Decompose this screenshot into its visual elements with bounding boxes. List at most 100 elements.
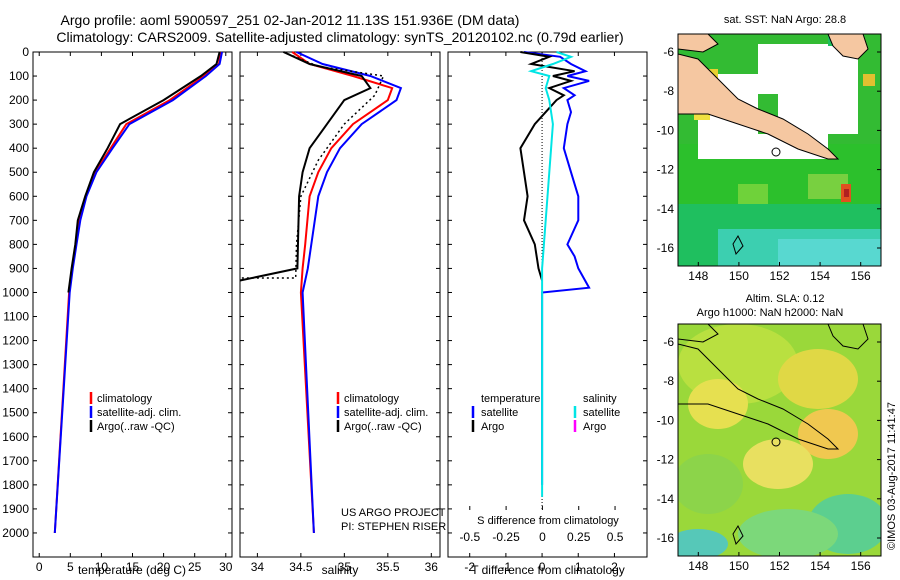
x-tick-label: 25: [188, 560, 202, 574]
x-tick-label: 10: [95, 560, 109, 574]
x-tick-label: 34.5: [289, 560, 313, 574]
legend-salinity-heading: salinity: [583, 393, 617, 405]
depth-tick-label: 1300: [2, 358, 29, 372]
map-lat-tick-label: -8: [663, 374, 674, 388]
x-tick-label: -2: [464, 560, 475, 574]
x-tick-label: -1: [501, 560, 512, 574]
legend-temp-argo-label: Argo: [481, 421, 504, 433]
s-tick-label: 0.25: [567, 530, 591, 544]
depth-tick-label: 1700: [2, 454, 29, 468]
salinity-legend: climatology satellite-adj. clim. Argo(..…: [336, 392, 428, 433]
salinity-xlabel: salinity: [322, 563, 359, 577]
map-lon-tick-label: 150: [729, 269, 749, 283]
map-lon-tick-label: 156: [851, 559, 871, 573]
legend-satellite-label: satellite-adj. clim.: [97, 407, 181, 419]
depth-tick-label: 0: [22, 45, 29, 59]
difference-plot-frame: [447, 51, 648, 558]
t-difference-label: T difference from climatology: [471, 563, 625, 577]
x-tick-label: 15: [126, 560, 140, 574]
depth-tick-label: 700: [9, 213, 29, 227]
s-difference-label: S difference from climatology: [477, 515, 619, 527]
difference-legend: temperature satellite Argo salinity sate…: [471, 393, 620, 433]
project-annotation: US ARGO PROJECT: [341, 507, 446, 519]
series-line-climatology: [291, 51, 394, 534]
depth-tick-label: 100: [9, 69, 29, 83]
sla-map-field: [678, 324, 881, 556]
legend-temperature-heading: temperature: [481, 393, 540, 405]
depth-tick-label: 1900: [2, 502, 29, 516]
map-lat-tick-label: -12: [657, 163, 675, 177]
x-tick-label: 30: [219, 560, 233, 574]
pi-annotation: PI: STEPHEN RISER: [341, 521, 446, 533]
series-line-temperature-argo: [519, 51, 575, 281]
sst-map-title: sat. SST: NaN Argo: 28.8: [724, 14, 846, 26]
series-line-temperature-satellite: [523, 51, 591, 485]
map-lat-tick-label: -6: [663, 335, 674, 349]
legend-temp-satellite-label: satellite: [481, 407, 518, 419]
temperature-plot-frame: [32, 51, 233, 558]
map-lon-tick-label: 148: [688, 559, 708, 573]
x-tick-label: 0: [36, 560, 43, 574]
temperature-legend: climatology satellite-adj. clim. Argo(..…: [89, 392, 181, 433]
depth-tick-label: 300: [9, 117, 29, 131]
figure-title-line2: Climatology: CARS2009. Satellite-adjuste…: [56, 29, 623, 45]
x-tick-label: 2: [611, 560, 618, 574]
series-line-satellite-adj-clim: [53, 51, 223, 534]
temperature-xlabel: temperature (deg C): [78, 563, 186, 577]
legend-satellite-label: satellite-adj. clim.: [344, 407, 428, 419]
legend-argo-label: Argo(..raw -QC): [344, 421, 422, 433]
legend-argo-label: Argo(..raw -QC): [97, 421, 175, 433]
map-lon-tick-label: 156: [851, 269, 871, 283]
sst-map: sat. SST: NaN Argo: 28.8 14: [657, 14, 882, 283]
depth-tick-label: 1200: [2, 334, 29, 348]
series-line-argo-raw-qc: [67, 51, 221, 293]
series-line-argo-raw-dotted: [240, 51, 385, 279]
depth-tick-label: 200: [9, 93, 29, 107]
depth-tick-label: 400: [9, 141, 29, 155]
depth-tick-label: 600: [9, 189, 29, 203]
x-tick-label: 35.5: [376, 560, 400, 574]
map-lat-tick-label: -14: [657, 202, 675, 216]
x-tick-label: 36: [425, 560, 439, 574]
depth-tick-label: 1000: [2, 285, 29, 299]
difference-panel: -2 -1 0 1 2 -0.5 -0.25 0 0.25 0.5 S difference f…: [447, 51, 648, 577]
map-lon-tick-label: 154: [810, 269, 830, 283]
map-lon-tick-label: 154: [810, 559, 830, 573]
map-lon-tick-label: 152: [769, 269, 789, 283]
x-tick-label: 20: [157, 560, 171, 574]
argo-location-marker: [771, 147, 781, 157]
s-tick-label: -0.5: [459, 530, 480, 544]
map-lat-tick-label: -14: [657, 492, 675, 506]
sla-map: Altim. SLA: 0.12 Argo h1000: NaN h2000: …: [657, 293, 882, 573]
x-tick-label: 0: [539, 560, 546, 574]
s-tick-label: -0.25: [492, 530, 520, 544]
depth-tick-label: 800: [9, 237, 29, 251]
s-tick-label: 0: [539, 530, 546, 544]
series-line-salinity-satellite: [527, 51, 574, 497]
depth-tick-label: 1100: [3, 310, 29, 324]
temperature-panel: 0100200300400500600700800900100011001200…: [2, 45, 232, 577]
figure-title-line1: Argo profile: aoml 5900597_251 02-Jan-20…: [61, 12, 520, 28]
sst-map-field: [678, 34, 881, 266]
depth-tick-label: 1500: [2, 406, 29, 420]
depth-tick-label: 1600: [2, 430, 29, 444]
x-tick-label: 5: [67, 560, 74, 574]
salinity-plot-frame: [239, 51, 441, 558]
legend-climatology-label: climatology: [344, 393, 400, 405]
map-lon-tick-label: 150: [729, 559, 749, 573]
s-tick-label: 0.5: [607, 530, 624, 544]
depth-tick-label: 1800: [2, 478, 29, 492]
x-tick-label: 34: [251, 560, 265, 574]
map-lat-tick-label: -8: [663, 84, 674, 98]
legend-sal-argo-label: Argo: [583, 421, 606, 433]
legend-sal-satellite-label: satellite: [583, 407, 620, 419]
series-line-climatology: [53, 51, 222, 534]
depth-tick-label: 900: [9, 261, 29, 275]
depth-tick-label: 1400: [2, 382, 29, 396]
argo-location-marker: [771, 437, 781, 447]
series-line-satellite-adj-clim: [296, 51, 403, 534]
depth-tick-label: 500: [9, 165, 29, 179]
x-tick-label: 1: [575, 560, 582, 574]
salinity-panel: 34 34.5 35 35.5 36 salinity climatology sate…: [239, 51, 446, 577]
